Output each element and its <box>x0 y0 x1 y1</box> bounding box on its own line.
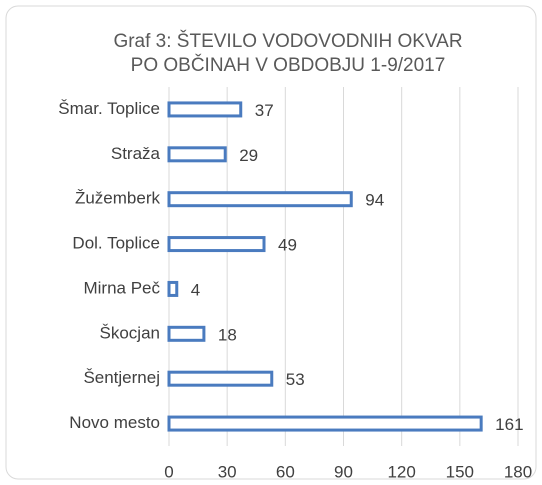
y-tick-label: Šentjernej <box>83 368 160 387</box>
bar <box>167 146 227 163</box>
y-tick-label: Novo mesto <box>69 413 160 432</box>
x-tick-label: 0 <box>164 462 173 481</box>
y-tick-label: Dol. Toplice <box>72 234 160 253</box>
x-tick-label: 150 <box>446 462 474 481</box>
y-tick-label: Straža <box>111 144 161 163</box>
bar <box>167 370 274 387</box>
value-label: 49 <box>278 236 297 255</box>
value-label: 161 <box>495 415 523 434</box>
bar <box>167 101 243 118</box>
x-tick-label: 90 <box>334 462 353 481</box>
chart-title: PO OBČINAH V OBDOBJU 1-9/2017 <box>131 54 446 76</box>
value-label: 37 <box>255 101 274 120</box>
y-tick-label: Škocjan <box>100 323 160 342</box>
bar <box>167 325 206 342</box>
x-tick-label: 60 <box>276 462 295 481</box>
y-tick-label: Žužemberk <box>75 189 161 208</box>
chart-frame <box>5 5 537 480</box>
y-tick-label: Mirna Peč <box>83 278 160 297</box>
x-tick-label: 120 <box>387 462 415 481</box>
value-label: 53 <box>286 370 305 389</box>
bar <box>167 280 179 297</box>
bar <box>167 236 266 253</box>
bar <box>167 191 353 208</box>
y-tick-label: Šmar. Toplice <box>58 99 160 118</box>
value-label: 94 <box>365 191 384 210</box>
value-label: 29 <box>239 146 258 165</box>
x-tick-label: 30 <box>218 462 237 481</box>
value-label: 18 <box>218 325 237 344</box>
chart-title: Graf 3: ŠTEVILO VODOVODNIH OKVAR <box>113 30 462 52</box>
value-label: 4 <box>191 280 200 299</box>
x-tick-label: 180 <box>504 462 532 481</box>
bar <box>167 415 483 432</box>
